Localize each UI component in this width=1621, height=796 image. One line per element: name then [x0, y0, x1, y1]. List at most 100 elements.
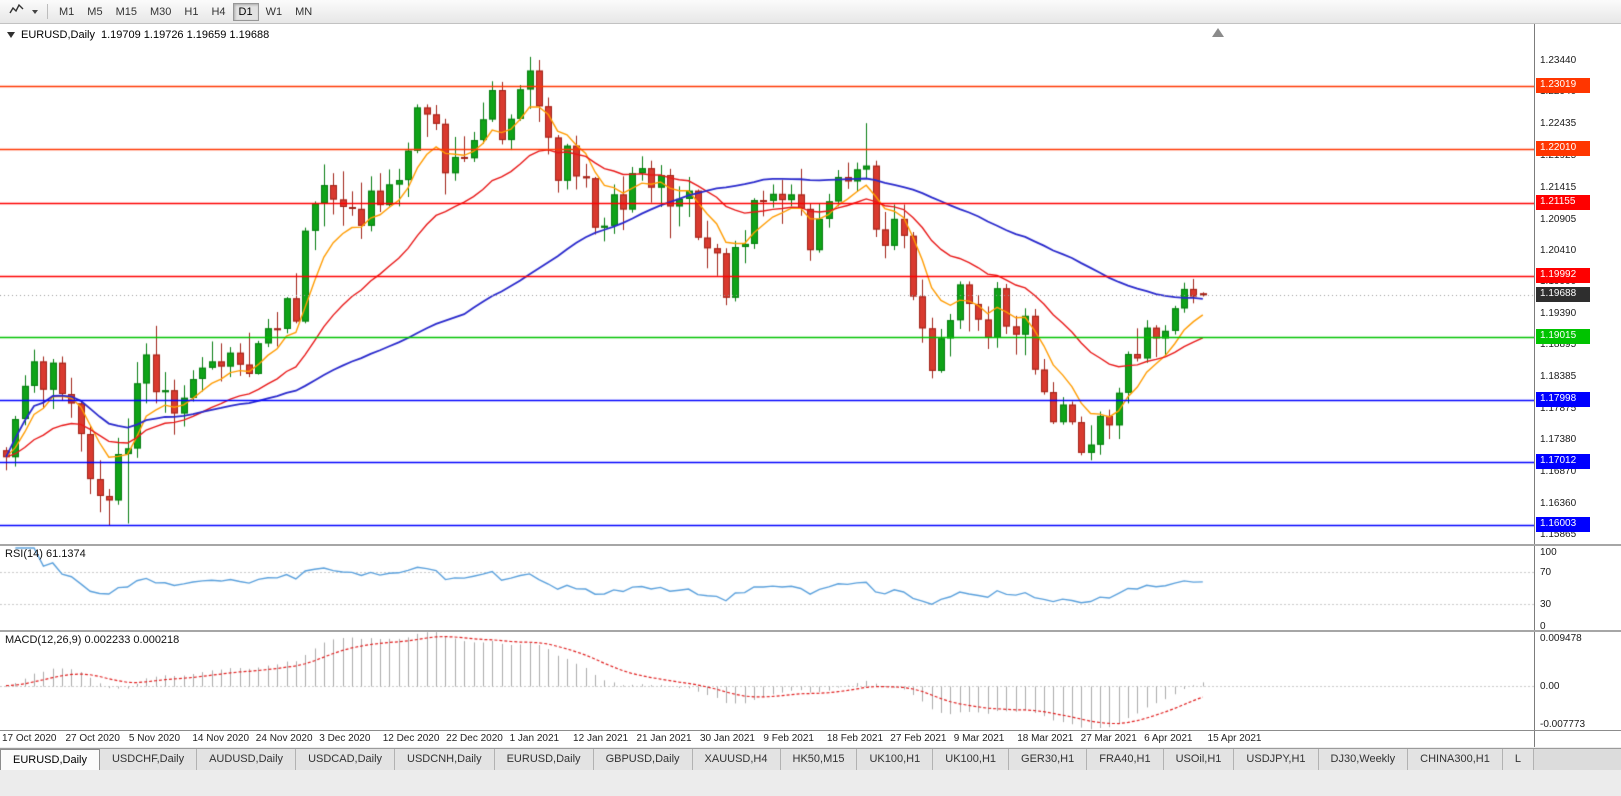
rsi-axis-label: 100 — [1540, 547, 1557, 558]
chart-tab-dj30-weekly[interactable]: DJ30,Weekly — [1318, 749, 1409, 770]
line-chart-icon — [9, 3, 24, 21]
price-axis-label: 1.20905 — [1540, 213, 1577, 225]
price-axis-label: 1.23440 — [1540, 55, 1577, 66]
rsi-indicator-label: RSI(14) 61.1374 — [5, 548, 86, 560]
date-axis-label: 22 Dec 2020 — [446, 733, 503, 744]
timeframe-button-m15[interactable]: M15 — [115, 5, 137, 18]
toolbar: M1 M5 M15 M30 H1 H4 D1 W1 MN — [0, 0, 1621, 24]
chart-shift-marker[interactable] — [1212, 28, 1224, 37]
price-axis-label: 1.18385 — [1540, 371, 1577, 383]
chart-tab-ger30-h1[interactable]: GER30,H1 — [1009, 749, 1088, 770]
date-axis-label: 18 Mar 2021 — [1017, 733, 1074, 744]
price-axis[interactable]: 1.234401.229401.224351.219251.214151.209… — [1534, 24, 1621, 747]
chart-tab-uk100-h1[interactable]: UK100,H1 — [857, 749, 934, 770]
price-axis-label: 1.21415 — [1540, 181, 1577, 193]
timeframe-button-m5[interactable]: M5 — [87, 5, 103, 18]
chart-tab-audusd-daily[interactable]: AUDUSD,Daily — [197, 749, 297, 770]
chart-tab-fra40-h1[interactable]: FRA40,H1 — [1087, 749, 1164, 770]
rsi-axis-label: 70 — [1540, 567, 1552, 578]
chart-type-dropdown-button[interactable] — [28, 2, 42, 22]
price-chart-canvas[interactable] — [0, 24, 1534, 730]
date-axis-label: 9 Feb 2021 — [763, 733, 814, 744]
date-axis-label: 21 Jan 2021 — [636, 733, 692, 744]
price-level-badge-1.21155[interactable]: 1.21155 — [1536, 194, 1590, 210]
price-axis-label: 1.15865 — [1540, 528, 1577, 540]
rsi-axis-label: 30 — [1540, 599, 1552, 610]
chart-tab-eurusd-daily[interactable]: EURUSD,Daily — [0, 749, 100, 770]
timeframe-button-h4[interactable]: H4 — [211, 5, 226, 18]
date-axis-label: 27 Mar 2021 — [1080, 733, 1137, 744]
toolbar-separator — [47, 4, 48, 19]
price-level-badge-1.16003[interactable]: 1.16003 — [1536, 517, 1590, 533]
chart-tab-hk50-m15[interactable]: HK50,M15 — [780, 749, 858, 770]
price-axis-label: 1.17875 — [1540, 403, 1577, 415]
price-level-badge-1.19015[interactable]: 1.19015 — [1536, 328, 1590, 344]
status-strip — [0, 770, 1621, 796]
chart-tab-usoil-h1[interactable]: USOil,H1 — [1163, 749, 1235, 770]
date-axis-label: 24 Nov 2020 — [255, 733, 313, 744]
date-axis-label: 1 Jan 2021 — [509, 733, 560, 744]
chart-area: EURUSD,Daily 1.19709 1.19726 1.19659 1.1… — [0, 24, 1621, 747]
chart-tab-usdcad-daily[interactable]: USDCAD,Daily — [296, 749, 396, 770]
date-axis-label: 12 Jan 2021 — [573, 733, 629, 744]
chart-tab-gbpusd-daily[interactable]: GBPUSD,Daily — [593, 749, 693, 770]
date-axis-label: 6 Apr 2021 — [1144, 733, 1193, 744]
timeframe-button-mn[interactable]: MN — [295, 5, 313, 18]
date-axis-label: 30 Jan 2021 — [699, 733, 755, 744]
price-axis-label: 1.19390 — [1540, 308, 1577, 320]
timeframe-button-w1[interactable]: W1 — [265, 5, 283, 18]
macd-axis-label: 0.009478 — [1540, 633, 1582, 644]
timeframe-button-h1[interactable]: H1 — [184, 5, 199, 18]
price-axis-label: 1.16360 — [1540, 497, 1577, 509]
ohlc-values: 1.19709 1.19726 1.19659 1.19688 — [100, 29, 270, 41]
date-axis-label: 3 Dec 2020 — [319, 733, 371, 744]
date-axis-separator — [0, 730, 1621, 731]
price-axis-label: 1.20410 — [1540, 244, 1577, 256]
chevron-down-icon — [32, 9, 38, 14]
rsi-axis-label: 0 — [1540, 621, 1546, 632]
symbol-name: EURUSD,Daily — [21, 29, 95, 41]
price-axis-label: 1.22435 — [1540, 117, 1577, 129]
timeframe-button-m1[interactable]: M1 — [59, 5, 75, 18]
chart-tab-eurusd-daily[interactable]: EURUSD,Daily — [494, 749, 594, 770]
date-axis-label: 15 Apr 2021 — [1207, 733, 1262, 744]
date-axis-label: 9 Mar 2021 — [953, 733, 1005, 744]
date-axis[interactable]: 17 Oct 2020 27 Oct 2020 5 Nov 2020 14 Nov 2… — [0, 731, 1534, 747]
chart-type-button[interactable] — [5, 2, 28, 22]
date-axis-label: 14 Nov 2020 — [192, 733, 250, 744]
date-axis-label: 12 Dec 2020 — [382, 733, 440, 744]
timeframe-toolbar: M1 M5 M15 M30 H1 H4 D1 W1 MN — [53, 2, 318, 21]
pane-separator-macd[interactable] — [0, 630, 1621, 632]
price-axis-label: 1.18895 — [1540, 339, 1577, 351]
price-level-badge-1.17012[interactable]: 1.17012 — [1536, 454, 1590, 470]
price-level-badge-1.22010[interactable]: 1.22010 — [1536, 141, 1590, 157]
date-axis-label: 5 Nov 2020 — [128, 733, 181, 744]
current-price-badge: 1.19688 — [1536, 286, 1590, 302]
price-level-badge-1.17998[interactable]: 1.17998 — [1536, 392, 1590, 408]
macd-axis-label: 0.00 — [1540, 680, 1560, 692]
symbol-marker-icon — [7, 32, 15, 38]
timeframe-button-d1[interactable]: D1 — [232, 2, 259, 21]
macd-indicator-label: MACD(12,26,9) 0.002233 0.000218 — [5, 634, 180, 646]
chart-symbol-ohlc-label: EURUSD,Daily 1.19709 1.19726 1.19659 1.1… — [7, 29, 269, 41]
date-axis-label: 27 Feb 2021 — [890, 733, 947, 744]
chart-tab-usdcnh-daily[interactable]: USDCNH,Daily — [395, 749, 495, 770]
date-axis-label: 18 Feb 2021 — [826, 733, 884, 744]
price-axis-label: 1.17380 — [1540, 434, 1577, 446]
chart-tab-l[interactable]: L — [1502, 749, 1534, 770]
chart-tab-xauusd-h4[interactable]: XAUUSD,H4 — [692, 749, 781, 770]
macd-axis-label: -0.007773 — [1540, 719, 1586, 730]
chart-tab-china300-h1[interactable]: CHINA300,H1 — [1408, 749, 1503, 770]
chart-tab-usdjpy-h1[interactable]: USDJPY,H1 — [1234, 749, 1319, 770]
chart-tab-usdchf-daily[interactable]: USDCHF,Daily — [99, 749, 198, 770]
timeframe-button-m30[interactable]: M30 — [149, 5, 172, 18]
price-level-badge-1.23019[interactable]: 1.23019 — [1536, 78, 1590, 94]
chart-tabs-bar: EURUSD,Daily USDCHF,Daily AUDUSD,Daily USDC… — [0, 748, 1621, 770]
date-axis-label: 27 Oct 2020 — [65, 733, 120, 744]
price-level-badge-1.19992[interactable]: 1.19992 — [1536, 267, 1590, 283]
chart-tab-uk100-h1[interactable]: UK100,H1 — [933, 749, 1010, 770]
price-axis-label: 1.16870 — [1540, 465, 1577, 477]
date-axis-label: 17 Oct 2020 — [2, 733, 57, 744]
pane-separator-rsi[interactable] — [0, 544, 1621, 546]
